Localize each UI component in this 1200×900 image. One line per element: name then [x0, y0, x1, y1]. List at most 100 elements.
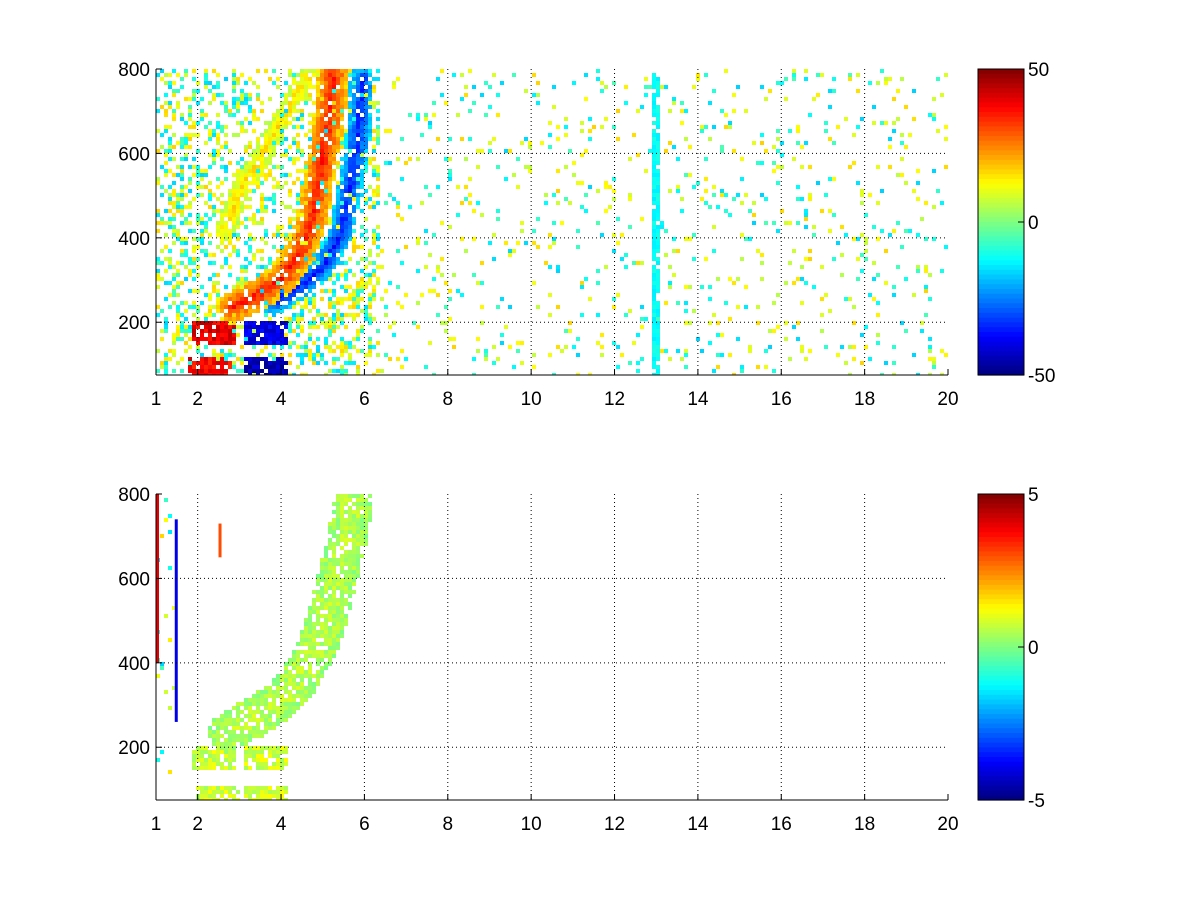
heatmap-cell	[292, 694, 296, 698]
heatmap-cell	[192, 373, 196, 375]
heatmap-cell	[332, 642, 336, 646]
heatmap-cell	[532, 229, 536, 233]
heatmap-cell	[168, 293, 172, 297]
heatmap-cell	[236, 798, 240, 800]
heatmap-cell	[340, 578, 344, 582]
heatmap-cell	[312, 630, 316, 634]
heatmap-cell	[656, 357, 660, 361]
heatmap-cell	[588, 129, 592, 133]
heatmap-cell	[276, 333, 280, 337]
heatmap-cell	[900, 77, 904, 81]
heatmap-cell	[252, 734, 256, 738]
heatmap-cell	[184, 301, 188, 305]
heatmap-cell	[268, 77, 272, 81]
heatmap-cell	[532, 73, 536, 77]
heatmap-cell	[612, 81, 616, 85]
heatmap-cell	[248, 750, 252, 754]
heatmap-cell	[196, 193, 200, 197]
heatmap-cell	[784, 97, 788, 101]
heatmap-cell	[552, 85, 556, 89]
heatmap-cell	[224, 325, 228, 329]
heatmap-cell	[892, 373, 896, 375]
heatmap-cell	[164, 189, 168, 193]
heatmap-cell	[328, 606, 332, 610]
heatmap-cell	[832, 77, 836, 81]
heatmap-cell	[232, 181, 236, 185]
heatmap-cell	[356, 197, 360, 201]
heatmap-cell	[328, 85, 332, 89]
heatmap-cell	[328, 229, 332, 233]
heatmap-cell	[288, 289, 292, 293]
heatmap-cell	[188, 189, 192, 193]
heatmap-cell	[348, 494, 352, 498]
heatmap-cell	[792, 69, 796, 73]
heatmap-cell	[308, 213, 312, 217]
heatmap-cell	[332, 217, 336, 221]
heatmap-cell	[244, 205, 248, 209]
heatmap-cell	[188, 113, 192, 117]
heatmap-cell	[224, 165, 228, 169]
heatmap-cell	[188, 221, 192, 225]
heatmap-cell	[808, 197, 812, 201]
heatmap-cell	[276, 233, 280, 237]
heatmap-cell	[188, 257, 192, 261]
heatmap-cell	[272, 345, 276, 349]
heatmap-cell	[656, 289, 660, 293]
heatmap-cell	[248, 181, 252, 185]
heatmap-cell	[704, 257, 708, 261]
heatmap-cell	[376, 125, 380, 129]
heatmap-cell	[328, 530, 332, 534]
heatmap-cell	[336, 89, 340, 93]
heatmap-cell	[208, 329, 212, 333]
heatmap-cell	[264, 313, 268, 317]
heatmap-cell	[396, 301, 400, 305]
heatmap-cell	[344, 85, 348, 89]
heatmap-cell	[280, 153, 284, 157]
heatmap-cell	[340, 157, 344, 161]
heatmap-cell	[280, 137, 284, 141]
heatmap-cell	[248, 357, 252, 361]
heatmap-cell	[328, 189, 332, 193]
heatmap-cell	[360, 277, 364, 281]
heatmap-cell	[224, 233, 228, 237]
heatmap-cell	[332, 289, 336, 293]
heatmap-cell	[248, 109, 252, 113]
heatmap-cell	[272, 125, 276, 129]
heatmap-cell	[204, 249, 208, 253]
heatmap-cell	[324, 109, 328, 113]
heatmap-cell	[900, 133, 904, 137]
heatmap-cell	[316, 233, 320, 237]
heatmap-cell	[156, 349, 160, 353]
heatmap-cell	[236, 161, 240, 165]
heatmap-cell	[344, 101, 348, 105]
heatmap-cell	[656, 285, 660, 289]
heatmap-cell	[252, 157, 256, 161]
heatmap-cell	[508, 345, 512, 349]
heatmap-cell	[336, 69, 340, 73]
heatmap-cell	[360, 101, 364, 105]
heatmap-cell	[164, 361, 168, 365]
heatmap-cell	[448, 169, 452, 173]
heatmap-cell	[216, 746, 220, 750]
heatmap-cell	[684, 309, 688, 313]
heatmap-cell	[340, 526, 344, 530]
heatmap-cell	[300, 81, 304, 85]
heatmap-cell	[624, 313, 628, 317]
heatmap-cell	[376, 265, 380, 269]
heatmap-cell	[928, 113, 932, 117]
heatmap-cell	[272, 265, 276, 269]
heatmap-cell	[356, 101, 360, 105]
heatmap-cell	[308, 690, 312, 694]
heatmap-cell	[288, 121, 292, 125]
heatmap-cell	[332, 121, 336, 125]
heatmap-cell	[336, 646, 340, 650]
heatmap-cell	[256, 293, 260, 297]
heatmap-cell	[272, 153, 276, 157]
heatmap-cell	[324, 217, 328, 221]
heatmap-cell	[260, 710, 264, 714]
heatmap-cell	[292, 682, 296, 686]
heatmap-cell	[232, 193, 236, 197]
heatmap-cell	[300, 634, 304, 638]
heatmap-cell	[180, 213, 184, 217]
heatmap-cell	[644, 169, 648, 173]
